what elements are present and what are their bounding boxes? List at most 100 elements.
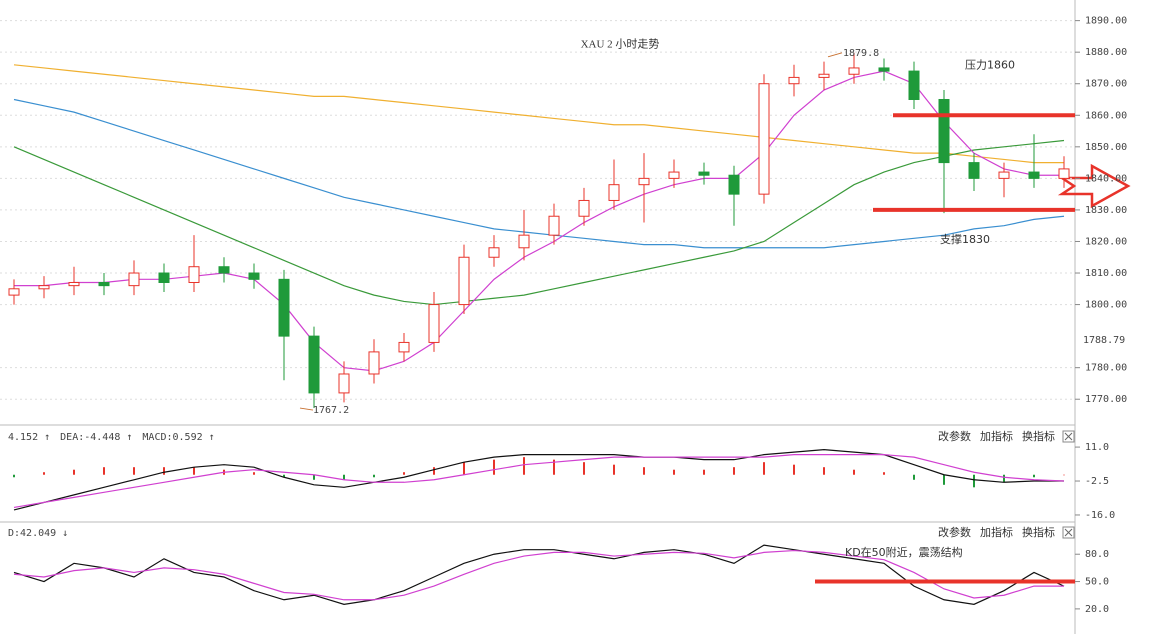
panel-button[interactable]: 换指标 xyxy=(1022,525,1055,539)
macd-bar xyxy=(883,472,885,475)
candle-body xyxy=(368,351,380,375)
y-tick-label: 1840.00 xyxy=(1085,173,1127,184)
cursor-price: 1788.79 xyxy=(1083,335,1125,346)
candle-body xyxy=(938,98,950,164)
macd-bar xyxy=(133,467,135,475)
macd-bar xyxy=(103,467,105,475)
macd-bar xyxy=(733,467,735,475)
y-tick-label: 1770.00 xyxy=(1085,394,1127,405)
panel-button[interactable]: 改参数 xyxy=(938,429,971,443)
macd-bar xyxy=(553,459,555,475)
chart-title: XAU 2 小时走势 xyxy=(581,38,660,51)
candle-body xyxy=(638,177,650,186)
indicator-line xyxy=(13,544,1065,605)
macd-bar xyxy=(13,474,15,478)
y-tick-label: -16.0 xyxy=(1085,510,1115,521)
y-tick-label: 1870.00 xyxy=(1085,79,1127,90)
macd-bar xyxy=(403,472,405,475)
indicator-line xyxy=(13,139,1065,306)
candle-body xyxy=(578,199,590,217)
y-tick-label: -2.5 xyxy=(1085,476,1109,487)
macd-bar xyxy=(1003,474,1005,483)
candle-body xyxy=(788,76,800,85)
candle-body xyxy=(428,304,440,343)
level-label: 压力1860 xyxy=(965,58,1015,71)
macd-bar xyxy=(493,459,495,475)
high-label: 1879.8 xyxy=(843,48,879,59)
low-pointer xyxy=(299,407,314,411)
y-tick-label: 20.0 xyxy=(1085,604,1109,615)
candle-body xyxy=(908,70,920,100)
macd-bar xyxy=(313,474,315,480)
indicator-line xyxy=(13,98,1065,249)
candle-body xyxy=(488,247,500,258)
candle-body xyxy=(218,266,230,274)
y-tick-label: 1780.00 xyxy=(1085,363,1127,374)
indicator-value: 4.152 ↑ xyxy=(8,432,50,443)
candle-body xyxy=(98,281,110,287)
y-tick-label: 80.0 xyxy=(1085,549,1109,560)
macd-bar xyxy=(853,469,855,475)
macd-bar xyxy=(793,464,795,475)
macd-bar xyxy=(1033,474,1035,478)
macd-bar xyxy=(163,467,165,475)
macd-bar xyxy=(763,462,765,475)
y-tick-label: 1860.00 xyxy=(1085,110,1127,121)
candle-body xyxy=(848,67,860,75)
macd-bar xyxy=(253,472,255,475)
y-tick-label: 11.0 xyxy=(1085,442,1109,453)
macd-bar xyxy=(463,462,465,475)
panel-button[interactable]: 换指标 xyxy=(1022,429,1055,443)
macd-bar xyxy=(283,474,285,478)
candle-body xyxy=(998,171,1010,179)
candle-body xyxy=(458,256,470,306)
candle-body xyxy=(248,272,260,280)
macd-bar xyxy=(823,467,825,475)
macd-bar xyxy=(523,457,525,475)
candle-body xyxy=(128,272,140,287)
y-tick-label: 1800.00 xyxy=(1085,300,1127,311)
candle-body xyxy=(818,73,830,78)
y-tick-label: 1850.00 xyxy=(1085,142,1127,153)
macd-bar xyxy=(973,474,975,488)
panel-button[interactable]: 加指标 xyxy=(980,429,1013,443)
panel-button[interactable]: 加指标 xyxy=(980,525,1013,539)
y-tick-label: 1890.00 xyxy=(1085,16,1127,27)
indicator-value: D:42.049 ↓ xyxy=(8,528,68,539)
macd-bar xyxy=(73,469,75,475)
candle-body xyxy=(68,281,80,287)
indicator-line xyxy=(13,64,1064,164)
y-tick-label: 1830.00 xyxy=(1085,205,1127,216)
y-tick-label: 1810.00 xyxy=(1085,268,1127,279)
low-label: 1767.2 xyxy=(313,405,349,416)
candle-body xyxy=(698,171,710,176)
candle-body xyxy=(1028,171,1040,179)
high-pointer xyxy=(827,52,843,58)
macd-bar xyxy=(433,467,435,475)
candle-body xyxy=(668,171,680,179)
y-tick-label: 50.0 xyxy=(1085,577,1109,588)
candle-body xyxy=(158,272,170,283)
macd-bar xyxy=(1063,474,1065,476)
indicator-value: MACD:0.592 ↑ xyxy=(142,432,214,443)
y-tick-label: 1880.00 xyxy=(1085,47,1127,58)
macd-bar xyxy=(703,469,705,475)
direction-arrow xyxy=(1057,163,1131,209)
candle-body xyxy=(548,215,560,236)
macd-bar xyxy=(913,474,915,480)
candle-body xyxy=(398,341,410,353)
macd-bar xyxy=(193,467,195,475)
candle-body xyxy=(758,83,770,195)
candle-body xyxy=(188,266,200,283)
candle-body xyxy=(518,234,530,249)
candle-body xyxy=(278,278,290,337)
close-icon xyxy=(1064,528,1073,537)
panel-button[interactable]: 改参数 xyxy=(938,525,971,539)
indicator-value: DEA:-4.448 ↑ xyxy=(60,432,132,443)
candle-body xyxy=(878,67,890,72)
y-tick-label: 1820.00 xyxy=(1085,236,1127,247)
macd-bar xyxy=(373,474,375,478)
macd-bar xyxy=(943,474,945,485)
